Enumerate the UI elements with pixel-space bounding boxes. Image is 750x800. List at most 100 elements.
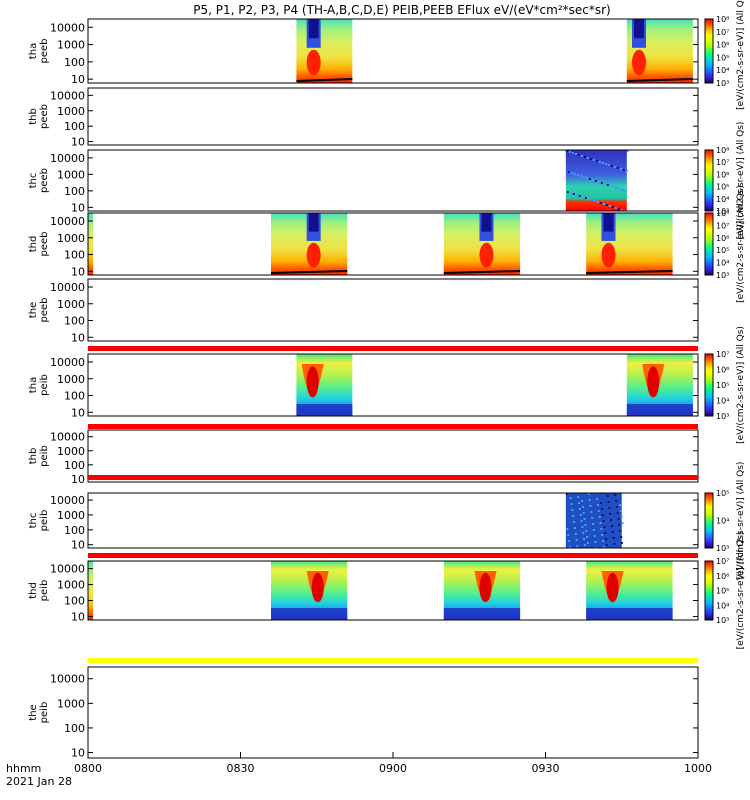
noise-speckle (595, 160, 598, 162)
noise-speckle (586, 157, 589, 159)
noise-speckle (606, 184, 609, 186)
noise-speckle (615, 500, 618, 502)
potential-trace (586, 270, 673, 274)
noise-speckle (585, 530, 588, 532)
noise-speckle (570, 172, 573, 174)
noise-speckle (601, 514, 604, 516)
noise-speckle (587, 198, 590, 200)
chart-title: P5, P1, P2, P3, P4 (TH-A,B,C,D,E) PEIB,P… (193, 3, 610, 17)
noise-speckle (568, 540, 571, 542)
ion-low-energy-band (626, 404, 693, 416)
noise-speckle (578, 195, 581, 197)
noise-speckle (617, 518, 620, 520)
y-tick-label: 10 (71, 136, 85, 149)
y-tick-label: 10 (71, 539, 85, 552)
ion-low-energy-band (586, 608, 673, 620)
noise-speckle (589, 158, 592, 160)
x-tick-label: 0900 (379, 762, 407, 775)
noise-speckle (611, 531, 614, 533)
noise-speckle (616, 167, 619, 169)
separator-bar (88, 553, 698, 558)
noise-speckle (572, 193, 575, 195)
noise-speckle (620, 536, 623, 538)
y-tick-label: 10 (71, 265, 85, 278)
noise-speckle (573, 527, 576, 529)
colorbar (704, 18, 714, 84)
noise-speckle (587, 493, 590, 495)
ion-low-energy-band (443, 608, 521, 620)
panel-label: thcpeib (28, 510, 50, 532)
noise-speckle (601, 534, 604, 536)
flux-peak (479, 242, 494, 268)
noise-speckle (602, 520, 605, 522)
noise-speckle (588, 178, 591, 180)
noise-speckle (567, 171, 570, 173)
y-tick-label: 10000 (50, 281, 85, 294)
y-tick-label: 10 (71, 610, 85, 623)
noise-speckle (601, 162, 604, 164)
panel-label: thapeeb (28, 39, 50, 64)
colorbar-tick-label: 10⁸ (716, 15, 729, 24)
noise-speckle (584, 524, 587, 526)
noise-speckle (569, 192, 572, 194)
colorbar-units-label: [eV/(cm2-s-sr-eV)] (All Qs) (736, 462, 746, 580)
y-tick-label: 10000 (50, 152, 85, 165)
noise-speckle (596, 201, 599, 203)
spectrogram-block (586, 213, 673, 275)
y-tick-label: 1000 (57, 697, 85, 710)
colorbar-units-label: [eV/(cm2-s-sr-eV)] (All Qs) (736, 185, 746, 303)
noise-speckle (567, 534, 570, 536)
y-tick-label: 10 (71, 201, 85, 214)
noise-speckle (621, 189, 624, 191)
noise-speckle (602, 203, 605, 205)
noise-speckle (571, 509, 574, 511)
noise-speckle (586, 536, 589, 538)
noise-speckle (620, 542, 623, 544)
colorbar (704, 492, 714, 549)
colorbar-tick-label: 10³ (716, 207, 729, 216)
y-tick-label: 10000 (50, 494, 85, 507)
x-tick-label: 1000 (684, 762, 712, 775)
noise-speckle (625, 170, 628, 172)
noise-speckle (603, 183, 606, 185)
noise-speckle (619, 510, 622, 512)
ion-low-energy-band (296, 404, 353, 416)
noise-speckle (600, 182, 603, 184)
ion-low-energy-band (271, 608, 348, 620)
ion-flux-core (606, 572, 619, 603)
flux-peak (306, 49, 321, 76)
noise-speckle (594, 541, 597, 543)
noise-speckle (604, 532, 607, 534)
y-tick-label: 100 (64, 524, 85, 537)
noise-speckle (566, 191, 569, 193)
noise-speckle (577, 154, 580, 156)
noise-speckle (565, 493, 568, 495)
noise-speckle (574, 533, 577, 535)
noise-speckle (580, 155, 583, 157)
colorbar-tick-label: 10³ (716, 412, 729, 421)
y-tick-label: 1000 (57, 445, 85, 458)
noise-speckle (607, 164, 610, 166)
noise-speckle (596, 498, 599, 500)
noise-speckle (592, 159, 595, 161)
noise-speckle (618, 188, 621, 190)
noise-speckle (579, 175, 582, 177)
noise-speckle (603, 526, 606, 528)
noise-speckle (615, 506, 618, 508)
noise-speckle (582, 176, 585, 178)
colorbar-tick-label: 10³ (716, 271, 729, 280)
noise-speckle (591, 517, 594, 519)
panel-label: thdpeib (28, 580, 50, 602)
noise-speckle (570, 503, 573, 505)
noise-speckle (575, 539, 578, 541)
potential-trace (270, 270, 348, 274)
noise-speckle (584, 197, 587, 199)
noise-speckle (602, 540, 604, 542)
colorbar-tick-label: 10⁴ (716, 397, 729, 406)
noise-speckle (598, 161, 601, 163)
colorbar-tick-label: 10⁴ (716, 517, 729, 526)
panel-label: thdpeeb (28, 232, 50, 257)
